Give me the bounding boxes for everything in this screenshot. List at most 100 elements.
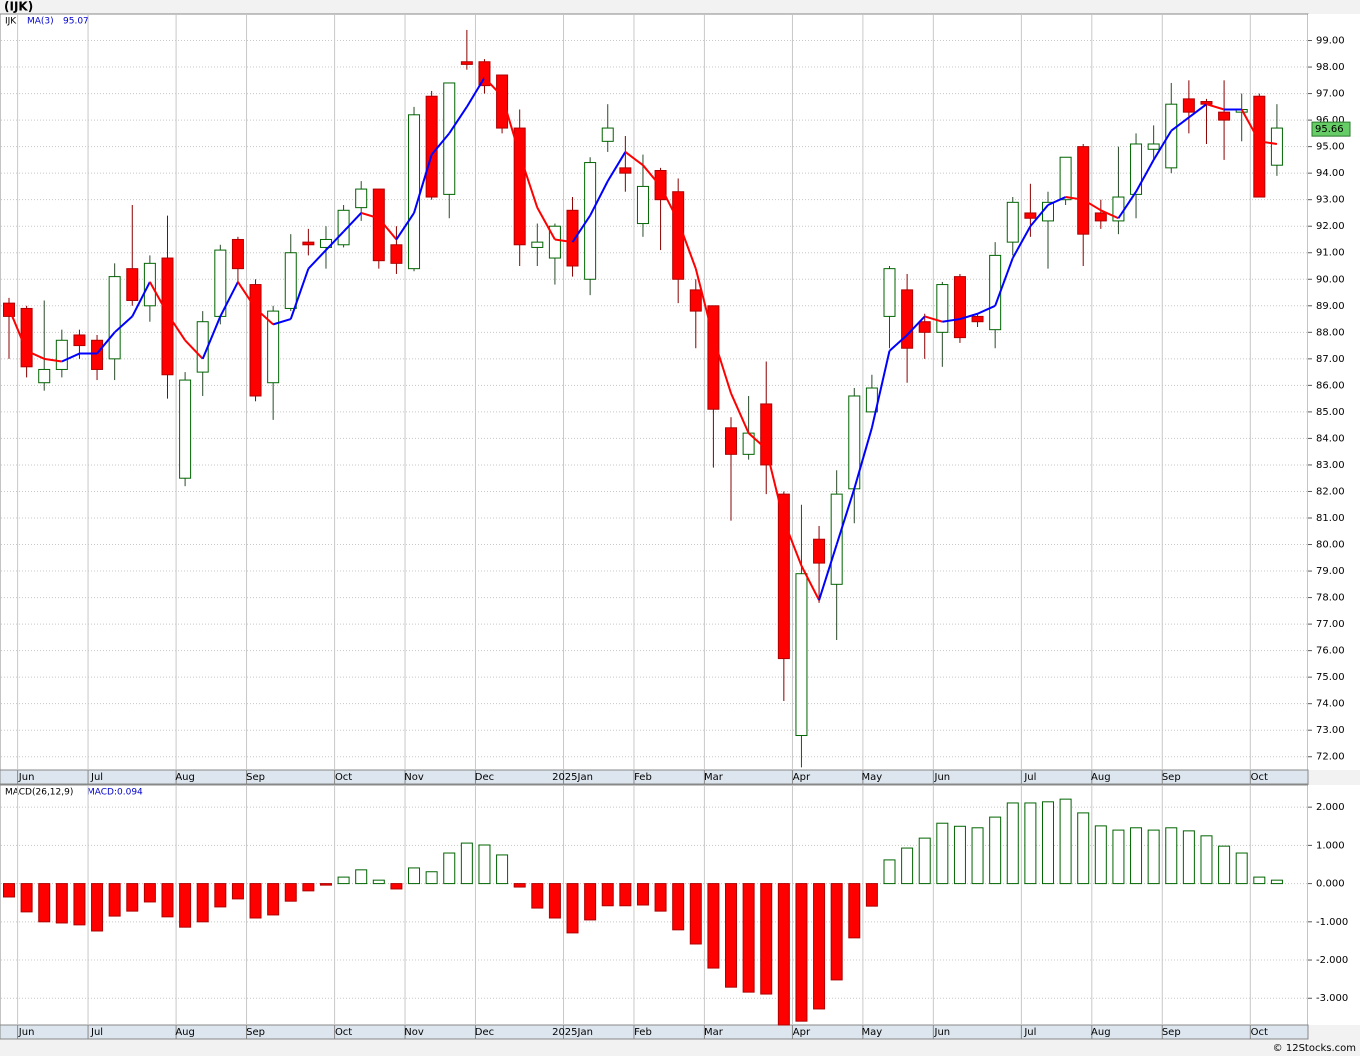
x-tick-label: Oct bbox=[1251, 772, 1268, 783]
macd-bar bbox=[566, 883, 579, 934]
candle-body bbox=[672, 191, 685, 280]
candle-body bbox=[1006, 201, 1019, 243]
macd-bar bbox=[425, 871, 438, 885]
macd-bar bbox=[531, 883, 544, 909]
candle-body bbox=[108, 276, 121, 360]
candle-body bbox=[460, 61, 473, 65]
x-tick-label: Feb bbox=[634, 772, 652, 783]
ma-line bbox=[694, 268, 715, 338]
x-tick-label: Sep bbox=[246, 772, 265, 783]
ma-line bbox=[272, 318, 292, 326]
x-tick-label: Apr bbox=[793, 772, 811, 783]
x-tick-label: Apr bbox=[793, 1027, 811, 1038]
ma-line bbox=[800, 565, 820, 601]
ma-line bbox=[342, 212, 362, 233]
ma-line bbox=[1065, 196, 1084, 201]
macd-bar bbox=[883, 859, 896, 885]
macd-bar bbox=[936, 822, 949, 885]
ma-line bbox=[659, 185, 680, 222]
ma-line bbox=[61, 352, 80, 363]
macd-bar bbox=[953, 825, 966, 885]
y-tick-label: 76.00 bbox=[1316, 646, 1345, 657]
x-tick-label: Oct bbox=[1251, 1027, 1268, 1038]
ma-line bbox=[924, 315, 943, 323]
y-tick-label: 2.000 bbox=[1316, 802, 1345, 813]
candle-body bbox=[830, 493, 843, 585]
ma-line bbox=[1206, 103, 1225, 111]
candle-body bbox=[267, 310, 280, 384]
candle-body bbox=[143, 262, 156, 307]
x-tick-label: Nov bbox=[404, 772, 424, 783]
y-tick-label: 82.00 bbox=[1316, 486, 1345, 497]
ma-line bbox=[254, 307, 274, 326]
y-tick-label: 83.00 bbox=[1316, 460, 1345, 471]
y-tick-label: 88.00 bbox=[1316, 327, 1345, 338]
x-tick-label: Mar bbox=[704, 772, 724, 783]
x-tick-label: Nov bbox=[404, 1027, 424, 1038]
x-tick-label: Jul bbox=[1023, 772, 1036, 783]
macd-bar bbox=[672, 883, 685, 931]
macd-bar bbox=[249, 883, 262, 919]
macd-bar bbox=[355, 869, 368, 885]
ma-line bbox=[466, 77, 486, 108]
candle-body bbox=[496, 74, 509, 129]
macd-bar bbox=[108, 883, 121, 917]
candle-body bbox=[126, 268, 139, 301]
ma-line bbox=[325, 230, 345, 251]
x-tick-label: Jun bbox=[934, 772, 951, 783]
macd-bar bbox=[408, 867, 421, 885]
macd-bar bbox=[372, 879, 385, 885]
ma-line bbox=[571, 215, 591, 243]
ma-line bbox=[1188, 103, 1208, 119]
macd-bar bbox=[1024, 802, 1037, 885]
y-tick-label: 86.00 bbox=[1316, 380, 1345, 391]
y-tick-label: -1.000 bbox=[1316, 917, 1348, 928]
candle-body bbox=[478, 61, 491, 87]
macd-bar bbox=[214, 883, 227, 908]
candle-body bbox=[302, 241, 315, 246]
ma-line bbox=[853, 427, 873, 490]
ma-line bbox=[237, 281, 257, 309]
macd-bar bbox=[1077, 812, 1090, 885]
ma-line bbox=[44, 357, 62, 363]
candle-body bbox=[1059, 156, 1072, 201]
y-tick-label: 99.00 bbox=[1316, 36, 1345, 47]
candle-body bbox=[901, 289, 914, 349]
legend-symbol: IJK bbox=[5, 17, 17, 27]
candle-body bbox=[425, 95, 438, 198]
macd-bar bbox=[1253, 876, 1266, 885]
macd-bar bbox=[795, 883, 808, 1022]
candle-body bbox=[1182, 98, 1195, 113]
ma-line bbox=[131, 281, 151, 317]
candle-body bbox=[372, 188, 385, 262]
candle-body bbox=[161, 257, 174, 376]
y-tick-label: 1.000 bbox=[1316, 840, 1345, 851]
x-tick-label: Jul bbox=[1023, 1027, 1036, 1038]
x-tick-label: Jul bbox=[90, 772, 103, 783]
ma-line bbox=[360, 211, 380, 220]
x-tick-label: Aug bbox=[175, 1027, 195, 1038]
candle-body bbox=[883, 268, 896, 317]
ma-line bbox=[589, 180, 609, 217]
y-tick-label: 97.00 bbox=[1316, 89, 1345, 100]
ma-line bbox=[1029, 204, 1049, 227]
ma-line bbox=[378, 217, 398, 241]
y-tick-label: 92.00 bbox=[1316, 221, 1345, 232]
legend-ma: MA(3) bbox=[27, 17, 54, 27]
ma-line bbox=[413, 154, 433, 214]
x-tick-label: Sep bbox=[1162, 1027, 1181, 1038]
macd-bar bbox=[1235, 852, 1248, 885]
ma-line bbox=[1082, 198, 1102, 212]
y-tick-label: 87.00 bbox=[1316, 354, 1345, 365]
ma-line bbox=[536, 207, 556, 240]
macd-bar bbox=[971, 827, 984, 885]
ma-line bbox=[942, 318, 961, 323]
ma-line bbox=[307, 249, 327, 270]
y-tick-label: 75.00 bbox=[1316, 672, 1345, 683]
y-tick-label: 94.00 bbox=[1316, 168, 1345, 179]
y-tick-label: 93.00 bbox=[1316, 195, 1345, 206]
x-axis-strip bbox=[0, 769, 1309, 785]
macd-bar bbox=[337, 876, 350, 885]
candle-body bbox=[636, 185, 649, 225]
